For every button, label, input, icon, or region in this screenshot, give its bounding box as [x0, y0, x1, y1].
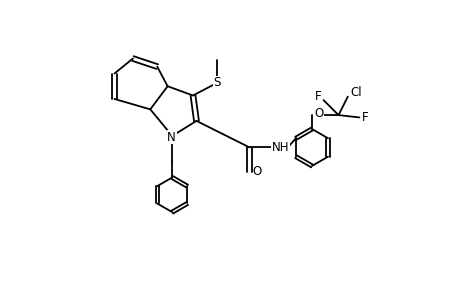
Text: S: S [213, 76, 220, 89]
Text: Cl: Cl [349, 86, 361, 99]
Text: F: F [314, 90, 320, 103]
Text: NH: NH [271, 141, 289, 154]
Text: O: O [252, 165, 261, 178]
Text: O: O [313, 107, 323, 121]
Text: F: F [361, 111, 368, 124]
Text: N: N [167, 130, 176, 144]
